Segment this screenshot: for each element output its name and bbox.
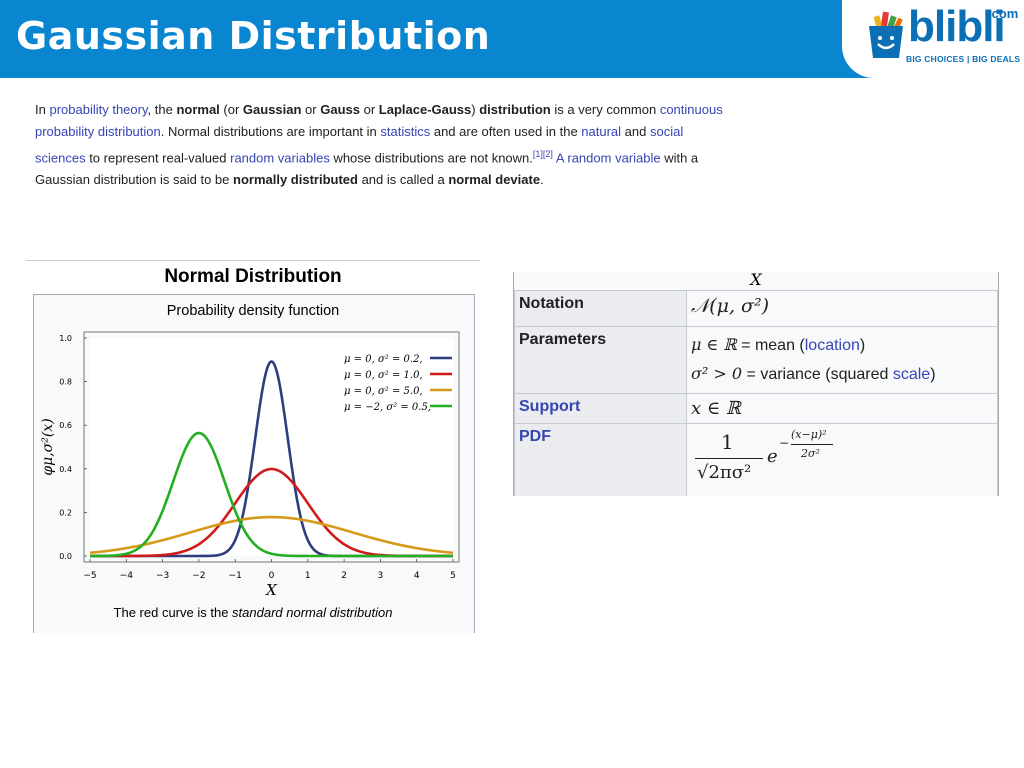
infobox-header: X xyxy=(514,272,998,290)
plot-area xyxy=(90,338,453,556)
chart-subtitle: Probability density function xyxy=(167,303,340,319)
x-tick-label: 2 xyxy=(341,571,347,581)
intro-paragraph: In probability theory, the normal (or Ga… xyxy=(35,102,723,188)
pdf-chart: Probability density function −5 −4 −3 −2 −1 0 1… xyxy=(40,303,460,620)
x-tick-label: −4 xyxy=(120,571,134,581)
link-natural[interactable]: natural xyxy=(581,124,622,139)
x-tick-label: 0 xyxy=(269,571,275,581)
x-tick-label: 3 xyxy=(378,571,384,581)
value-notation: 𝒩(μ, σ²) xyxy=(686,290,998,327)
pdf-exp-denominator: 2σ² xyxy=(801,447,820,460)
link-location[interactable]: location xyxy=(804,337,860,354)
pdf-exp-minus: − xyxy=(779,436,790,450)
link-random-variables[interactable]: random variables xyxy=(230,150,330,166)
brand-logo: blibli .com BIG CHOICES | BIG DEALS xyxy=(842,0,1024,78)
legend-label: μ = −2, σ² = 0.5, xyxy=(344,402,431,413)
value-pdf: 1 √2πσ² e − (x−μ)² 2σ² xyxy=(686,423,998,496)
row-notation: Notation 𝒩(μ, σ²) xyxy=(514,290,998,327)
y-tick-label: 1.0 xyxy=(59,334,72,343)
brand-wordmark: blibli xyxy=(908,2,1006,51)
pdf-exp-bar xyxy=(791,444,833,445)
y-tick-label: 0.8 xyxy=(59,378,72,387)
slide-title: Gaussian Distribution xyxy=(16,14,491,58)
brand-tagline: BIG CHOICES | BIG DEALS xyxy=(906,54,1021,64)
y-tick-label: 0.4 xyxy=(59,465,72,474)
x-axis-label: X xyxy=(265,581,278,599)
series-line xyxy=(90,431,453,558)
link-social-sciences[interactable]: social sciences xyxy=(35,124,684,166)
label-parameters: Parameters xyxy=(514,326,687,394)
figure-divider xyxy=(26,260,480,261)
x-tick-label: 4 xyxy=(414,571,420,581)
figure-caption: The red curve is the standard normal dis… xyxy=(114,605,393,620)
shopping-bag-icon xyxy=(869,11,903,58)
x-tick-label: 1 xyxy=(305,571,311,581)
y-axis-label: φμ,σ²(x) xyxy=(40,418,56,475)
link-statistics[interactable]: statistics xyxy=(380,124,431,139)
x-tick-label: 5 xyxy=(450,571,456,581)
pdf-exp-base: e xyxy=(767,446,778,467)
pdf-numerator: 1 xyxy=(721,430,734,454)
infobox-table: Notation 𝒩(μ, σ²) Parameters μ ∈ ℝ = mea… xyxy=(514,290,998,496)
row-parameters: Parameters μ ∈ ℝ = mean (location) σ² > … xyxy=(514,326,998,394)
x-tick-label: −2 xyxy=(192,571,205,581)
row-pdf: PDF 1 √2πσ² e − (x−μ)² 2σ² xyxy=(514,423,998,496)
x-tick-label: −1 xyxy=(229,571,242,581)
value-support: x ∈ ℝ xyxy=(686,393,998,424)
infobox: X Notation 𝒩(μ, σ²) Parameters μ ∈ ℝ = m… xyxy=(513,272,999,496)
link-continuous-distribution[interactable]: continuous probability distribution xyxy=(35,102,723,139)
link-scale[interactable]: scale xyxy=(892,366,931,383)
figure-heading: Normal Distribution xyxy=(164,266,342,287)
y-tick-label: 0.2 xyxy=(59,508,72,517)
legend-label: μ = 0, σ² = 5.0, xyxy=(344,386,423,397)
legend-label: μ = 0, σ² = 1.0, xyxy=(344,370,423,381)
link-random-variable[interactable]: A random variable xyxy=(555,150,661,166)
link-probability-theory[interactable]: probability theory xyxy=(49,102,148,117)
row-support: Support x ∈ ℝ xyxy=(514,393,998,424)
citation-links[interactable]: [1][2] xyxy=(532,149,553,159)
series-line xyxy=(89,515,454,555)
normal-distribution-figure: Normal Distribution Probability density … xyxy=(26,258,480,638)
y-tick-label: 0.6 xyxy=(59,421,72,430)
value-parameters: μ ∈ ℝ = mean (location) σ² > 0 = varianc… xyxy=(686,326,998,394)
label-notation: Notation xyxy=(514,290,687,327)
pdf-denominator: √2πσ² xyxy=(697,462,752,483)
x-tick-label: −5 xyxy=(83,571,96,581)
y-tick-label: 0.0 xyxy=(59,552,72,561)
pdf-fraction-bar xyxy=(695,458,763,459)
brand-domain: .com xyxy=(988,6,1019,21)
link-pdf[interactable]: PDF xyxy=(514,423,687,496)
x-tick-label: −3 xyxy=(156,571,169,581)
pdf-exp-numerator: (x−μ)² xyxy=(791,428,827,441)
link-support[interactable]: Support xyxy=(514,393,687,424)
legend-label: μ = 0, σ² = 0.2, xyxy=(344,354,423,365)
